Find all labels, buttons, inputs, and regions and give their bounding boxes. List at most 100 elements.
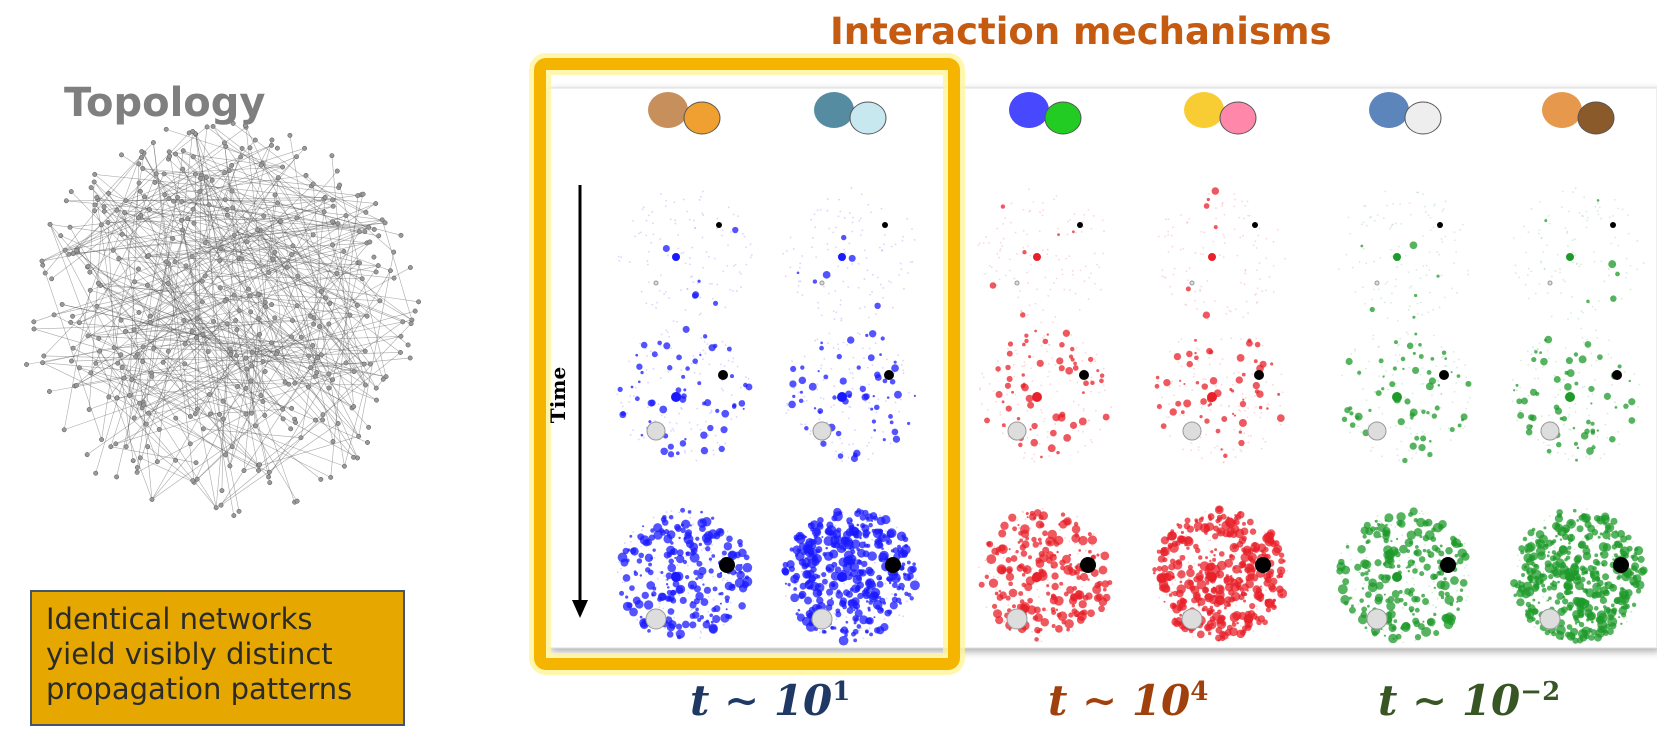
- faint-node: [836, 458, 838, 460]
- faint-node: [1617, 431, 1619, 433]
- active-node: [1085, 592, 1092, 599]
- faint-node: [1410, 285, 1412, 287]
- faint-node: [628, 361, 630, 363]
- faint-node: [1003, 238, 1005, 240]
- faint-node: [1202, 378, 1204, 380]
- active-node: [1576, 519, 1579, 522]
- active-node: [1376, 582, 1384, 590]
- active-node: [884, 610, 891, 617]
- faint-node: [711, 283, 713, 285]
- network-node: [256, 292, 260, 296]
- network-node: [225, 207, 229, 211]
- faint-node: [1414, 640, 1416, 642]
- active-node: [720, 426, 727, 433]
- active-node: [887, 396, 890, 399]
- active-node: [676, 451, 680, 455]
- faint-node: [1161, 396, 1163, 398]
- active-node: [1414, 436, 1419, 441]
- active-node: [1421, 410, 1426, 415]
- faint-node: [1380, 297, 1382, 299]
- faint-node: [1025, 518, 1027, 520]
- network-node: [179, 218, 183, 222]
- faint-node: [1596, 525, 1598, 527]
- faint-node: [1220, 405, 1222, 407]
- active-node: [1556, 592, 1564, 600]
- network-node: [227, 168, 231, 172]
- network-node: [164, 260, 168, 264]
- network-node: [92, 208, 96, 212]
- active-node: [1629, 380, 1631, 382]
- active-node: [668, 451, 674, 457]
- faint-node: [1235, 605, 1237, 607]
- active-node: [890, 420, 894, 424]
- active-node: [836, 590, 840, 594]
- active-node: [1098, 605, 1105, 612]
- active-node: [1260, 590, 1262, 592]
- faint-node: [850, 372, 852, 374]
- active-node: [1217, 515, 1222, 520]
- network-node: [336, 421, 340, 425]
- network-node: [249, 310, 253, 314]
- network-node: [200, 300, 204, 304]
- active-node: [652, 548, 655, 551]
- faint-node: [1429, 251, 1431, 253]
- active-node: [1591, 445, 1595, 449]
- faint-node: [1029, 255, 1031, 257]
- faint-node: [818, 418, 820, 420]
- active-node: [847, 522, 850, 525]
- network-node: [221, 417, 225, 421]
- faint-node: [787, 409, 789, 411]
- faint-node: [1272, 384, 1274, 386]
- faint-node: [1179, 385, 1181, 387]
- network-node: [71, 346, 75, 350]
- active-node: [697, 280, 700, 283]
- faint-node: [712, 449, 714, 451]
- active-node: [1168, 531, 1177, 540]
- faint-node: [1426, 274, 1428, 276]
- faint-node: [848, 368, 850, 370]
- faint-node: [702, 214, 704, 216]
- active-node: [1239, 537, 1246, 544]
- seed-node: [1207, 572, 1217, 582]
- active-node: [1460, 579, 1468, 587]
- active-node: [868, 354, 875, 361]
- network-node: [24, 362, 28, 366]
- network-node: [131, 458, 135, 462]
- faint-node: [1611, 384, 1613, 386]
- faint-node: [1455, 382, 1457, 384]
- active-node: [1597, 354, 1603, 360]
- active-node: [725, 582, 734, 591]
- active-node: [1012, 526, 1017, 531]
- faint-node: [1094, 358, 1096, 360]
- active-node: [1046, 584, 1049, 587]
- network-edge: [233, 123, 313, 184]
- faint-node: [1280, 424, 1282, 426]
- active-node: [1581, 432, 1589, 440]
- faint-node: [1265, 257, 1267, 259]
- faint-node: [871, 539, 873, 541]
- faint-node: [745, 264, 747, 266]
- active-node: [857, 365, 861, 369]
- active-node: [1577, 447, 1580, 450]
- faint-node: [1246, 301, 1248, 303]
- active-node: [824, 552, 833, 561]
- active-node: [1418, 343, 1422, 347]
- faint-node: [1019, 290, 1021, 292]
- faint-node: [1017, 519, 1019, 521]
- active-node: [1229, 596, 1235, 602]
- network-node: [416, 300, 420, 304]
- faint-node: [1088, 277, 1090, 279]
- active-node: [1412, 618, 1419, 625]
- faint-node: [660, 274, 662, 276]
- faint-node: [1572, 261, 1574, 263]
- faint-node: [628, 401, 630, 403]
- faint-node: [1434, 203, 1436, 205]
- active-node: [798, 548, 801, 551]
- faint-node: [828, 595, 830, 597]
- faint-node: [830, 406, 832, 408]
- faint-node: [1408, 271, 1410, 273]
- faint-node: [1198, 449, 1200, 451]
- active-node: [698, 567, 706, 575]
- faint-node: [1456, 590, 1458, 592]
- faint-node: [1389, 582, 1391, 584]
